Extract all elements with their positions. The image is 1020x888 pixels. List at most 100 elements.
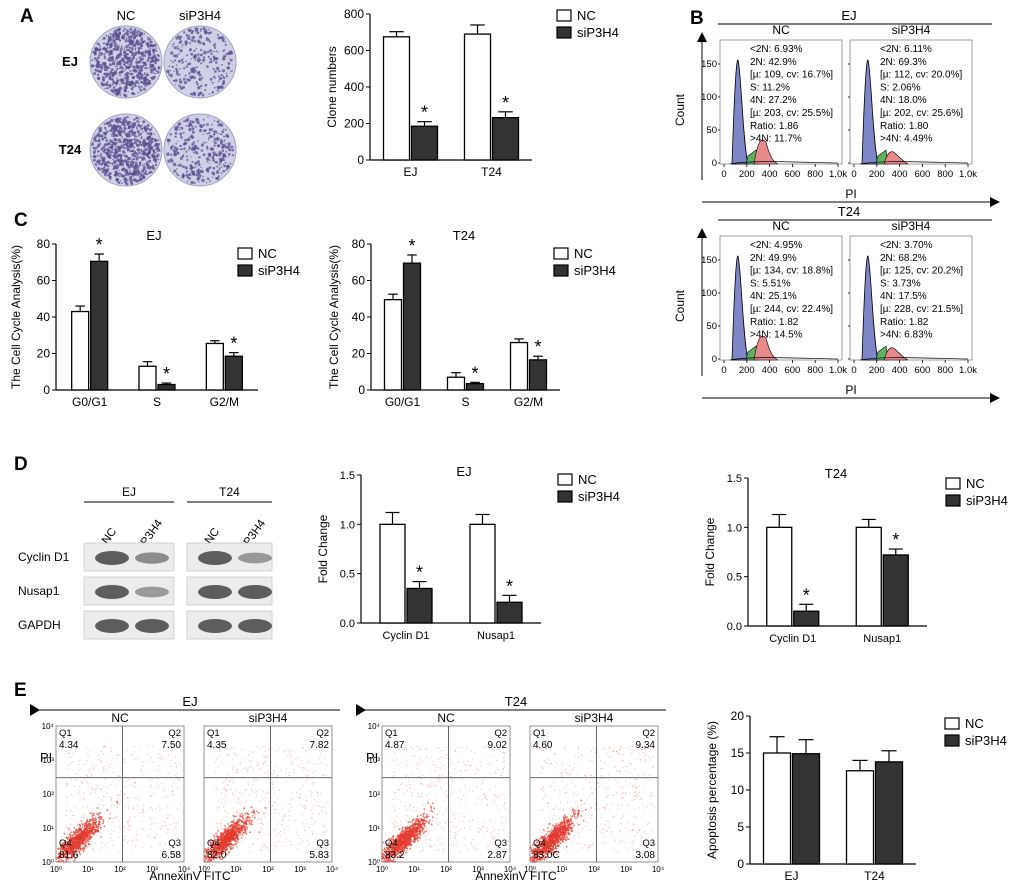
colony-dot	[127, 179, 129, 181]
event-dot	[288, 751, 290, 753]
event-dot	[273, 770, 275, 772]
colony-dot	[206, 65, 209, 68]
colony-dot	[213, 151, 216, 154]
colony-dot	[190, 67, 194, 72]
colony-dot	[108, 175, 112, 179]
colony-dot	[142, 120, 146, 124]
colony-dot	[216, 120, 220, 124]
colony-dot	[185, 34, 189, 37]
colony-dot	[97, 150, 100, 153]
event-dot	[298, 757, 300, 759]
colony-dot	[106, 46, 109, 49]
x-tick-label: 0	[721, 169, 726, 180]
colony-dot	[194, 125, 197, 128]
cell-cycle-stat: 4N: 17.5%	[880, 291, 927, 302]
colony-dot	[143, 83, 146, 86]
colony-dot	[217, 36, 221, 40]
colony-dot	[113, 124, 117, 128]
significance-mark: *	[803, 585, 810, 605]
colony-dot	[115, 175, 117, 178]
colony-dot	[168, 74, 170, 76]
colony-dot	[133, 44, 137, 47]
colony-dot	[181, 44, 184, 46]
cell-cycle-stat: 4N: 27.2%	[750, 95, 797, 106]
event-dot	[107, 842, 109, 844]
colony-dot	[131, 92, 133, 95]
event-dot	[234, 839, 237, 841]
colony-dot	[139, 176, 142, 179]
event-dot	[218, 823, 220, 825]
legend-swatch	[553, 247, 569, 260]
colony-dot	[124, 65, 127, 68]
colony-dot	[189, 38, 191, 41]
event-dot	[96, 807, 99, 809]
colony-dot	[224, 170, 226, 172]
colony-dot	[111, 162, 114, 165]
colony-dot	[230, 70, 232, 73]
colony-dot	[120, 47, 123, 50]
colony-dot	[133, 167, 136, 170]
significance-mark: *	[534, 337, 541, 357]
colony-dot	[176, 74, 179, 76]
event-dot	[133, 806, 135, 808]
event-dot	[130, 754, 132, 756]
colony-dot	[149, 47, 152, 50]
colony-dot	[109, 162, 111, 165]
event-dot	[142, 809, 144, 811]
event-dot	[79, 824, 81, 827]
event-dot	[167, 773, 169, 775]
event-dot	[219, 842, 222, 844]
colony-dot	[124, 56, 128, 60]
event-dot	[274, 764, 276, 766]
colony-dot	[190, 52, 194, 56]
event-dot	[78, 764, 80, 766]
colony-dot	[141, 156, 145, 160]
colony-dot	[182, 131, 185, 134]
colony-dot	[102, 47, 105, 50]
colony-dot	[184, 166, 188, 170]
cell-cycle-stat: <2N: 4.95%	[750, 240, 803, 251]
event-dot	[73, 815, 75, 817]
colony-dot	[201, 61, 203, 64]
colony-dot	[116, 43, 118, 46]
event-dot	[128, 825, 130, 827]
event-dot	[90, 767, 92, 770]
colony-dot	[209, 49, 212, 53]
event-dot	[146, 754, 149, 756]
colony-dot	[96, 73, 100, 77]
event-dot	[221, 847, 223, 849]
event-dot	[142, 804, 144, 806]
event-dot	[227, 812, 229, 814]
colony-dot	[137, 85, 140, 88]
x-tick-label: 400	[762, 169, 778, 180]
event-dot	[167, 814, 169, 816]
event-dot	[79, 793, 81, 795]
event-dot	[311, 817, 313, 819]
colony-dot	[111, 127, 114, 130]
colony-dot	[129, 50, 133, 53]
colony-dot	[151, 78, 154, 80]
colony-dot	[194, 54, 197, 58]
quadrant-label: Q3	[316, 838, 329, 849]
event-dot	[98, 822, 101, 825]
event-dot	[314, 799, 316, 801]
colony-dot	[151, 60, 155, 63]
cell-cycle-stat: [µ: 109, cv: 16.7%]	[750, 70, 833, 81]
event-dot	[65, 810, 67, 812]
colony-dot	[115, 177, 120, 182]
event-dot	[300, 804, 302, 806]
colony-dot	[118, 39, 122, 42]
colony-dot	[136, 70, 138, 73]
event-dot	[155, 822, 157, 825]
event-dot	[111, 771, 113, 773]
legend-label: NC	[258, 246, 277, 261]
event-dot	[228, 780, 230, 782]
event-dot	[237, 827, 240, 830]
event-dot	[220, 762, 223, 764]
colony-dot	[111, 84, 114, 86]
colony-dot	[138, 118, 141, 120]
colony-dot	[121, 135, 123, 138]
colony-dot	[126, 143, 129, 146]
colony-dot	[130, 181, 134, 185]
panel-label-a: A	[20, 6, 34, 27]
